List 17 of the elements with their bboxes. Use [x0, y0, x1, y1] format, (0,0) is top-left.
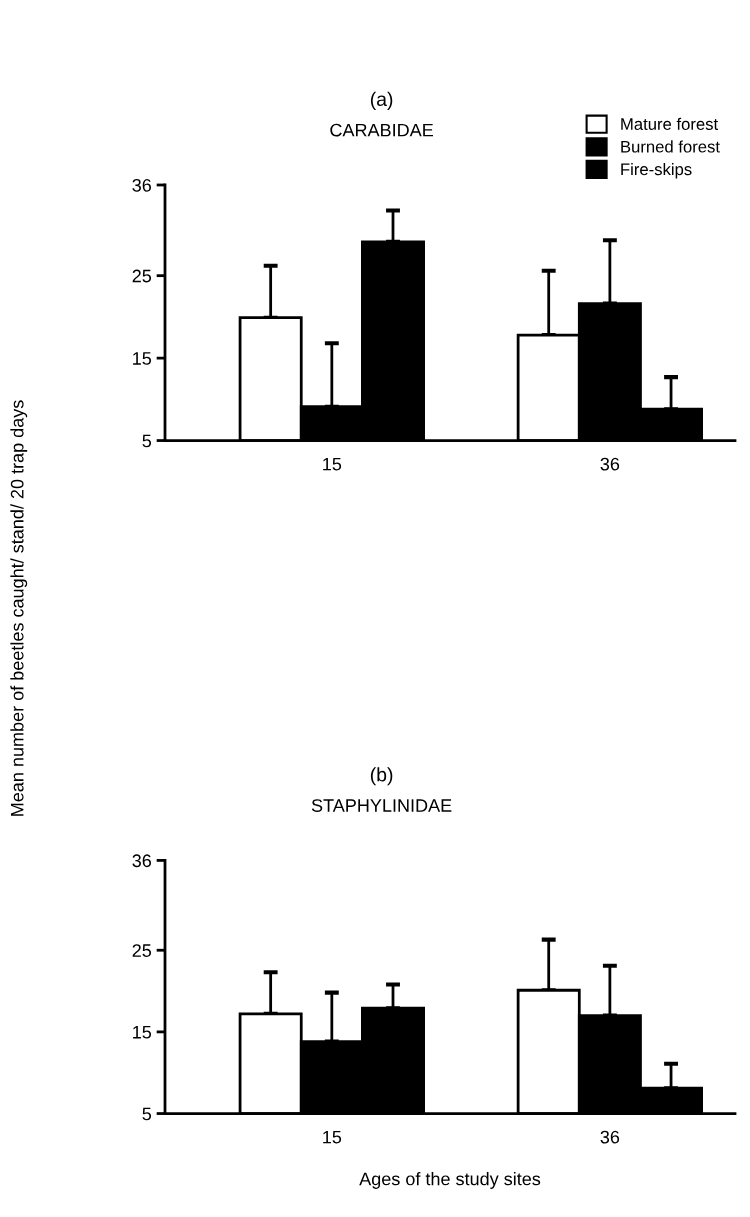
y-tick-label: 36: [132, 178, 152, 192]
chart-subtitle: STAPHYLINIDAE: [311, 799, 452, 812]
y-tick-label: 5: [142, 434, 152, 448]
y-tick-label: 25: [132, 944, 152, 957]
y-tick-label: 36: [132, 854, 152, 868]
x-axis-title: Ages of the study sites: [359, 1172, 541, 1189]
legend-label: Burned forest: [621, 140, 720, 153]
legend-label: Mature forest: [621, 117, 719, 130]
chart-subtitle: CARABIDAE: [330, 123, 433, 137]
y-tick-label: 25: [132, 269, 152, 283]
y-tick-label: 15: [133, 1026, 152, 1039]
legend-label: Fire-skips: [621, 162, 692, 179]
chart-title: (b): [370, 767, 393, 786]
y-tick-label: 15: [133, 352, 152, 365]
chart-title: (a): [370, 91, 393, 110]
y-axis-title: Mean number of beetles caught/ stand/ 20 trap days: [10, 400, 28, 816]
y-tick-label: 5: [142, 1107, 152, 1121]
